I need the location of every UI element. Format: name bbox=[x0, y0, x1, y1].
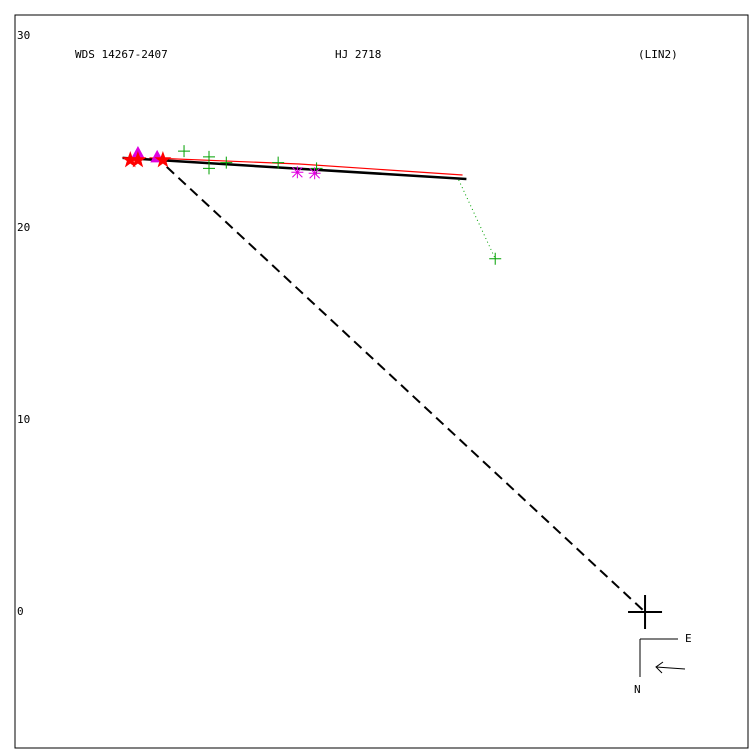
marker-plus bbox=[203, 162, 216, 175]
plot-frame bbox=[14, 14, 749, 749]
y-tick-label: 10 bbox=[17, 413, 30, 426]
marker-plus bbox=[272, 156, 285, 169]
y-tick-label: 30 bbox=[17, 29, 30, 42]
annotation: (LIN2) bbox=[638, 48, 678, 61]
compass-label: E bbox=[685, 632, 692, 645]
marker-asterisk bbox=[308, 167, 321, 180]
y-tick-label: 0 bbox=[17, 605, 24, 618]
compass-label: N bbox=[634, 683, 641, 696]
chart-title: WDS 14267-2407 bbox=[75, 48, 168, 61]
marker-plus bbox=[310, 162, 323, 175]
marker-plus bbox=[220, 156, 233, 169]
y-tick-label: 20 bbox=[17, 221, 30, 234]
orbit-line bbox=[149, 157, 463, 176]
orbit-line bbox=[458, 179, 496, 259]
marker-plus bbox=[489, 252, 502, 265]
orbit-line bbox=[122, 156, 467, 181]
marker-star bbox=[154, 150, 172, 168]
marker-star bbox=[129, 150, 147, 168]
orbit-line bbox=[166, 166, 646, 613]
motion-arrow-head bbox=[655, 661, 664, 674]
marker-plus bbox=[203, 150, 216, 163]
chart-subtitle: HJ 2718 bbox=[335, 48, 381, 61]
marker-asterisk bbox=[291, 166, 304, 179]
motion-arrow bbox=[655, 666, 686, 670]
marker-primary bbox=[628, 595, 663, 630]
compass bbox=[639, 638, 686, 677]
marker-plus bbox=[178, 145, 191, 158]
